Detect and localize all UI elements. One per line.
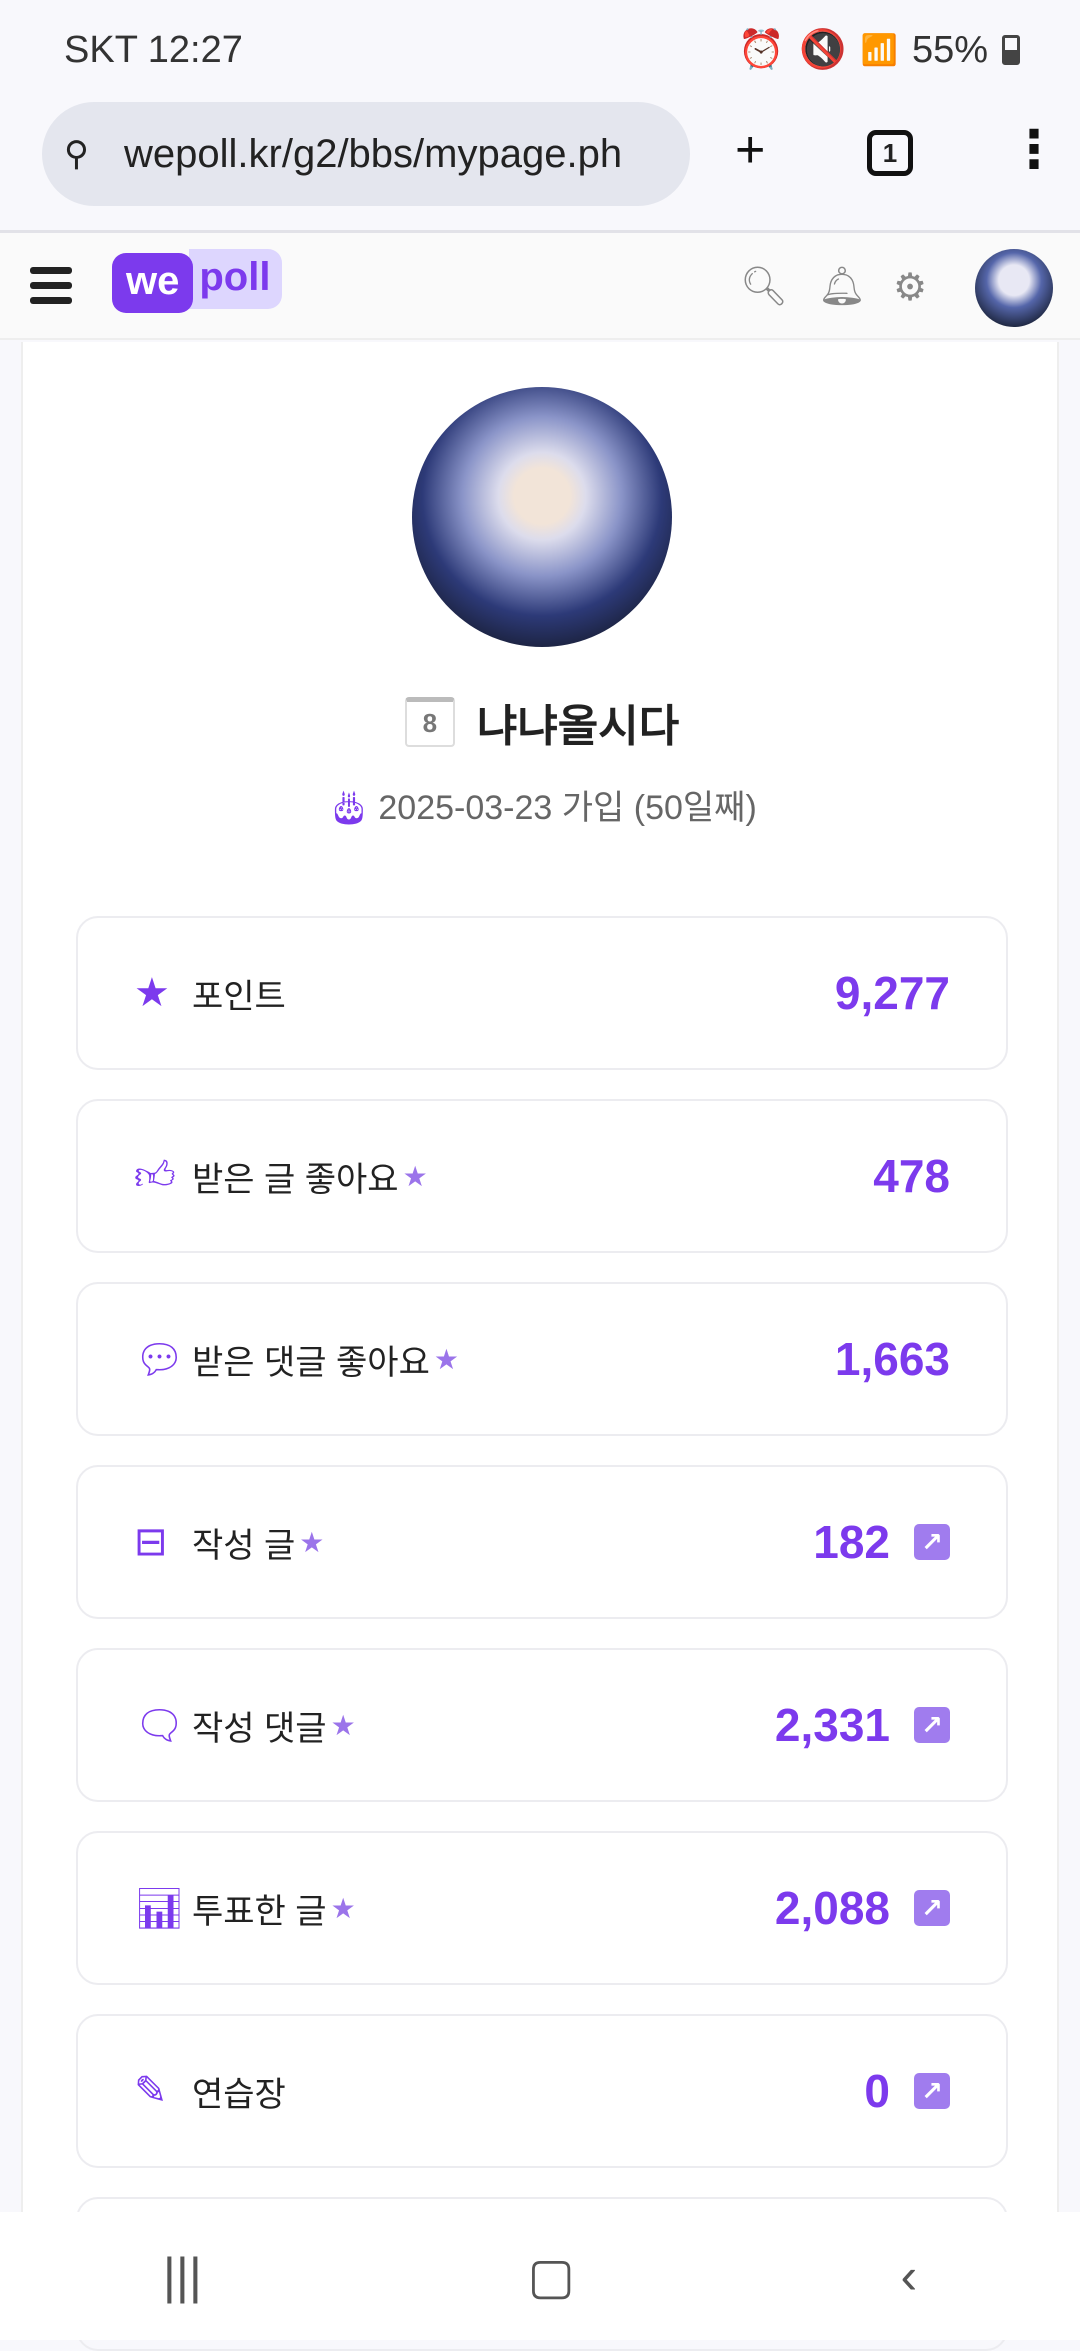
wifi-icon: 📶	[860, 33, 898, 67]
site-header: we poll 🔍︎ 🔔︎ ⚙	[0, 230, 1080, 340]
star-badge-icon: ★	[330, 1892, 356, 1924]
stat-value: 1,663	[834, 1333, 950, 1385]
menu-icon[interactable]	[30, 267, 72, 312]
stat-card-2: 💬︎ 받은 댓글 좋아요 ★ 1,663	[76, 1282, 1008, 1436]
star-badge-icon: ★	[299, 1526, 325, 1558]
external-link-icon[interactable]: ↗	[914, 2073, 950, 2109]
join-date: 🎂︎ 2025-03-23 가입 (50일째)	[327, 789, 757, 827]
battery-text: 55%	[911, 28, 988, 71]
level-badge: 8	[404, 697, 455, 747]
gear-icon[interactable]: ⚙	[893, 267, 928, 309]
new-tab-icon[interactable]: +	[735, 121, 766, 179]
alarm-icon: ⏰	[737, 29, 786, 71]
recent-apps-icon[interactable]: |||	[162, 2248, 202, 2304]
star-badge-icon: ★	[330, 1709, 356, 1741]
stat-card-1: 👍︎ 받은 글 좋아요 ★ 478	[76, 1099, 1008, 1253]
back-icon[interactable]: ‹	[900, 2248, 918, 2304]
stat-label: 포인트	[192, 977, 286, 1016]
stat-card-3[interactable]: ⊟ 작성 글 ★ 182 ↗	[76, 1465, 1008, 1619]
status-bar: SKT 12:27 ⏰ 🔇 📶 55%	[0, 0, 1080, 100]
wepoll-logo[interactable]: we poll	[112, 249, 283, 323]
archive-icon: ⊟	[134, 1520, 168, 1564]
stat-label: 작성 글	[192, 1526, 296, 1565]
stat-card-5[interactable]: 📊︎ 투표한 글 ★ 2,088 ↗	[76, 1831, 1008, 1985]
thumbs-up-icon: 👍︎	[134, 1154, 176, 1198]
tab-switcher-button[interactable]: 1	[867, 130, 913, 176]
home-icon[interactable]: ▢	[527, 2248, 575, 2304]
stat-label: 작성 댓글	[192, 1709, 327, 1748]
profile-avatar	[412, 387, 672, 647]
url-text[interactable]: wepoll.kr/g2/bbs/mypage.ph	[124, 131, 623, 176]
stat-value: 9,277	[834, 967, 950, 1019]
site-settings-icon[interactable]: ⚲	[64, 135, 89, 173]
stat-label: 받은 글 좋아요	[192, 1160, 399, 1199]
star-badge-icon: ★	[402, 1160, 428, 1192]
address-bar[interactable]: ⚲ wepoll.kr/g2/bbs/mypage.ph	[42, 102, 690, 206]
chat-dots-icon: 💬︎	[134, 1337, 185, 1382]
stat-card-0: ★ 포인트 9,277	[76, 916, 1008, 1070]
system-nav-bar: ||| ▢ ‹	[0, 2212, 1080, 2340]
comment-icon: 🗨︎	[134, 1703, 185, 1748]
username: 냐냐올시다	[476, 702, 680, 751]
username-row: 8 냐냐올시다	[23, 690, 1061, 754]
cake-icon: 🎂︎	[327, 789, 371, 827]
stat-value[interactable]: 2,088	[774, 1882, 890, 1934]
star-icon: ★	[134, 971, 170, 1015]
stat-value[interactable]: 0	[864, 2065, 890, 2117]
external-link-icon[interactable]: ↗	[914, 1524, 950, 1560]
stat-value: 478	[873, 1150, 950, 1202]
external-link-icon[interactable]: ↗	[914, 1890, 950, 1926]
carrier-time: SKT 12:27	[64, 28, 243, 71]
user-avatar-small[interactable]	[975, 249, 1053, 327]
bar-chart-icon: 📊︎	[134, 1886, 185, 1931]
stat-value[interactable]: 2,331	[774, 1699, 890, 1751]
stat-label: 받은 댓글 좋아요	[192, 1343, 430, 1382]
battery-icon	[1002, 35, 1020, 65]
stat-card-6[interactable]: ✎ 연습장 0 ↗	[76, 2014, 1008, 2168]
stat-card-4[interactable]: 🗨︎ 작성 댓글 ★ 2,331 ↗	[76, 1648, 1008, 1802]
stat-label: 연습장	[192, 2075, 286, 2114]
stat-value[interactable]: 182	[813, 1516, 890, 1568]
bell-icon[interactable]: 🔔︎	[818, 266, 867, 308]
edit-icon: ✎	[134, 2069, 168, 2113]
more-menu-icon[interactable]: ⋮	[1008, 121, 1060, 179]
stat-label: 투표한 글	[192, 1892, 327, 1931]
mute-icon: 🔇	[799, 29, 847, 71]
search-icon[interactable]: 🔍︎	[740, 266, 789, 308]
external-link-icon[interactable]: ↗	[914, 1707, 950, 1743]
mypage-content: 8 냐냐올시다 🎂︎ 2025-03-23 가입 (50일째) ★ 포인트 9,2…	[21, 342, 1061, 2351]
star-badge-icon: ★	[433, 1343, 459, 1375]
